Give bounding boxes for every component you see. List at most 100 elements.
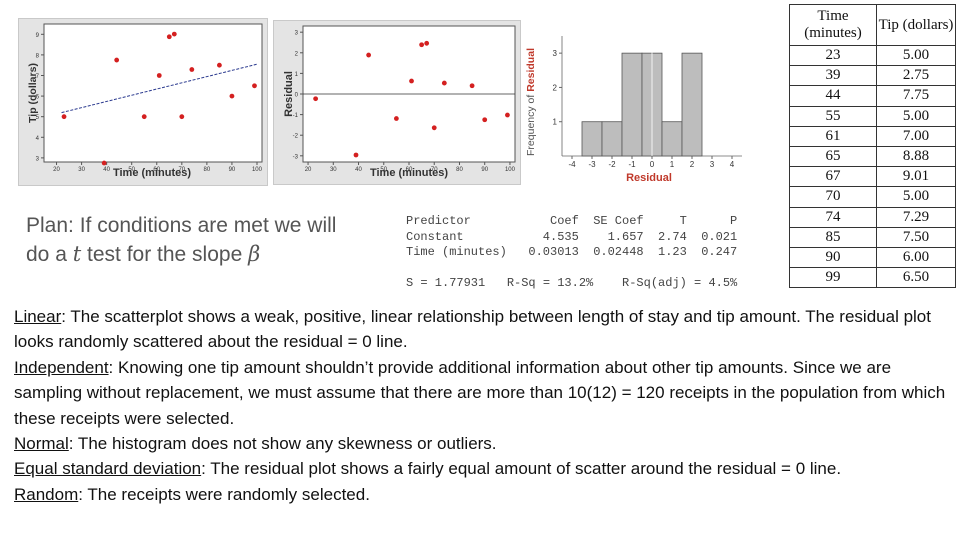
scatter-ytick-label: 7 — [36, 74, 40, 80]
scatter-ytick-label: 5 — [36, 115, 40, 121]
table-row: 67 9.01 — [789, 166, 956, 188]
residual-point — [366, 52, 372, 58]
residual-ylabel: Residual — [283, 71, 295, 117]
data-table: Time (minutes) Tip (dollars) 23 5.00 39 2.7… — [789, 4, 956, 289]
tip-cell: 5.00 — [876, 186, 956, 208]
residual-xtick-label: 100 — [505, 167, 516, 173]
histogram-xtick-label: 1 — [670, 160, 675, 169]
residual-xtick-label: 40 — [355, 167, 362, 173]
table-row: 99 6.50 — [789, 267, 956, 289]
tip-cell: 8.88 — [876, 145, 956, 168]
histogram-ylabel: Frequency of Residual — [525, 48, 537, 156]
time-cell: 74 — [789, 206, 877, 228]
condition-paragraph: Equal standard deviation: The residual p… — [14, 456, 954, 481]
scatter-plot: Tip (dollars) Time (minutes) 3 4 5 6 7 8 9 20 30… — [18, 18, 268, 186]
minitab-header-cell: T — [679, 214, 687, 228]
residual-point — [424, 40, 430, 46]
histogram-ytick-label: 3 — [553, 49, 558, 58]
histogram-ylabel-part1: Frequency of — [525, 92, 537, 156]
time-cell: 65 — [789, 145, 877, 168]
histogram-bar — [601, 121, 623, 157]
histogram-ytick-label: 2 — [553, 83, 558, 92]
plan-t: t — [72, 242, 82, 266]
col-header-time: Time (minutes) — [789, 4, 877, 46]
histogram-bar — [621, 52, 643, 157]
histogram-xtick-label: 4 — [730, 160, 735, 169]
scatter-ytick-label: 3 — [36, 156, 40, 162]
residual-xtick-label: 50 — [380, 167, 387, 173]
condition-paragraph: Normal: The histogram does not show any … — [14, 431, 954, 456]
residual-ytick-label: 3 — [295, 31, 299, 37]
time-cell: 39 — [789, 65, 877, 87]
scatter-ytick-label: 8 — [36, 53, 40, 59]
plan-beta: β — [248, 242, 261, 266]
table-row: 55 5.00 — [789, 105, 956, 127]
plan-middle: test for the slope — [81, 243, 249, 266]
scatter-xtick-label: 40 — [103, 167, 110, 173]
residual-ytick-label: 1 — [295, 72, 299, 78]
residual-ytick-label: 2 — [295, 51, 299, 57]
scatter-xtick-label: 100 — [252, 167, 263, 173]
residual-point — [482, 117, 488, 123]
tip-cell: 7.00 — [876, 125, 956, 147]
condition-label: Normal — [14, 434, 69, 454]
time-cell: 55 — [789, 105, 877, 127]
residual-xtick-label: 90 — [481, 167, 488, 173]
scatter-point — [217, 62, 222, 68]
histogram-panel: Frequency of Residual Residual 1 2 3 -4 -3 -2… — [522, 22, 750, 188]
minitab-s: S = 1.77931 — [406, 276, 486, 290]
tip-cell: 5.00 — [876, 44, 956, 67]
residual-point — [431, 125, 437, 131]
tip-cell: 9.01 — [876, 166, 956, 188]
time-cell: 85 — [789, 226, 877, 248]
scatter-point — [189, 67, 195, 72]
residual-point — [419, 42, 425, 48]
time-cell: 99 — [789, 267, 877, 289]
scatter-point — [114, 57, 120, 63]
histogram-xtick-label: -2 — [608, 160, 616, 169]
minitab-row-cell: 1.657 — [607, 229, 644, 244]
table-row: 65 8.88 — [789, 145, 956, 168]
scatter-point — [171, 31, 177, 37]
scatter-ytick-label: 6 — [36, 95, 40, 101]
residual-xtick-label: 20 — [305, 167, 312, 173]
tip-cell: 7.75 — [876, 85, 956, 107]
table-row: 90 6.00 — [789, 246, 956, 269]
minitab-header-cell: P — [730, 214, 738, 228]
condition-paragraph: Independent: Knowing one tip amount shou… — [14, 355, 954, 431]
scatter-point — [166, 34, 172, 40]
table-row: 74 7.29 — [789, 206, 956, 228]
histogram-xtick-label: 3 — [710, 160, 715, 169]
condition-paragraph: Random: The receipts were randomly selec… — [14, 482, 954, 507]
residual-xlabel: Time (minutes) — [370, 167, 448, 179]
condition-body: : The scatterplot shows a weak, positive… — [14, 307, 931, 352]
minitab-row-cell: Constant — [406, 229, 464, 244]
condition-label: Random — [14, 484, 79, 504]
histogram-bar — [581, 121, 603, 157]
scatter-point — [141, 114, 147, 120]
table-row: 85 7.50 — [789, 226, 956, 248]
minitab-rsq-adj: R-Sq(adj) = 4.5% — [622, 276, 738, 290]
histogram: Frequency of Residual Residual 1 2 3 -4 -3 -2… — [525, 30, 742, 184]
scatter-point — [252, 83, 257, 89]
tip-cell: 7.29 — [876, 206, 956, 228]
fit-line — [61, 63, 258, 114]
residual-panel: Residual Time (minutes) -3 -2 -1 0 1 2 3 20 30 40… — [273, 20, 521, 185]
residual-point — [313, 96, 319, 102]
histogram-xtick-label: 2 — [690, 160, 695, 169]
scatter-ytick-label: 9 — [36, 33, 40, 39]
residual-ytick-label: 0 — [295, 93, 299, 99]
residual-xtick-label: 70 — [431, 167, 438, 173]
residual-xtick-label: 30 — [330, 167, 337, 173]
residual-xtick-label: 60 — [406, 167, 413, 173]
scatter-ytick-label: 4 — [36, 136, 40, 142]
time-cell: 90 — [789, 246, 877, 269]
tip-cell: 2.75 — [876, 65, 956, 87]
regression-output: Predictor Coef SE Coef T P Constant 4.535 1.65… — [406, 214, 752, 292]
histogram-ylabel-part2: Residual — [525, 48, 537, 92]
histogram-bar — [661, 121, 683, 157]
condition-paragraph: Linear: The scatterplot shows a weak, po… — [14, 304, 954, 355]
table-row: 23 5.00 — [789, 44, 956, 67]
time-cell: 23 — [789, 44, 877, 67]
minitab-header-cell: SE Coef — [593, 214, 644, 228]
